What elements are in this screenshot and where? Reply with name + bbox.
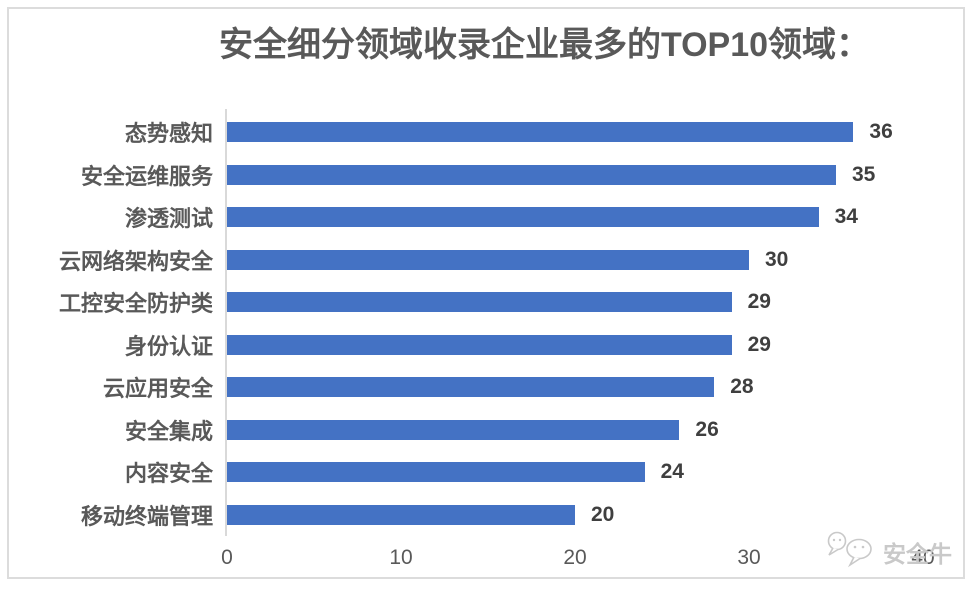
category-label: 移动终端管理 (80, 503, 213, 529)
bar (227, 419, 680, 440)
bar-row: 安全运维服务 35 (0, 154, 979, 197)
category-label: 云应用安全 (102, 376, 213, 402)
bar (227, 249, 749, 270)
category-label: 态势感知 (124, 121, 213, 147)
bar-row: 态势感知 36 (0, 111, 979, 154)
bar-row: 云网络架构安全 30 (0, 239, 979, 282)
value-label: 35 (852, 162, 876, 186)
value-label: 26 (695, 417, 719, 441)
chart-title: 安全细分领域收录企业最多的TOP10领域： (218, 26, 871, 64)
y-axis-line (225, 109, 227, 536)
category-label: 安全运维服务 (80, 163, 213, 189)
bar (227, 462, 645, 483)
x-tick: 40 (911, 546, 935, 569)
category-label: 云网络架构安全 (58, 248, 213, 274)
bar (227, 504, 575, 525)
watermark: 安全牛 (824, 530, 952, 573)
value-label: 28 (730, 375, 754, 399)
category-label: 安全集成 (124, 418, 213, 444)
value-label: 34 (834, 205, 858, 229)
bar (227, 164, 836, 185)
value-label: 36 (869, 120, 893, 144)
bar-row: 云应用安全 28 (0, 366, 979, 409)
watermark-text: 安全牛 (883, 540, 952, 567)
value-label: 24 (660, 460, 684, 484)
bar (227, 334, 732, 355)
bar-row: 工控安全防护类 29 (0, 281, 979, 324)
value-label: 29 (747, 290, 771, 314)
value-label: 29 (747, 332, 771, 356)
bar (227, 207, 819, 228)
x-tick: 30 (737, 546, 761, 569)
value-label: 20 (591, 502, 615, 526)
bar-row: 安全集成 26 (0, 409, 979, 452)
x-tick: 10 (389, 546, 413, 569)
bar-row: 渗透测试 34 (0, 196, 979, 239)
bar (227, 377, 715, 398)
bar (227, 122, 854, 143)
bar-row: 内容安全 24 (0, 451, 979, 494)
bar-row: 移动终端管理 20 (0, 494, 979, 537)
plot-area: 态势感知 36 安全运维服务 35 渗透测试 34 云网络架构安全 30 工控安… (0, 111, 979, 536)
bar (227, 292, 732, 313)
category-label: 身份认证 (124, 333, 213, 359)
bar-row: 身份认证 29 (0, 324, 979, 367)
category-label: 渗透测试 (124, 206, 213, 232)
category-label: 内容安全 (124, 461, 213, 487)
chat-bubbles-icon (824, 530, 878, 573)
value-label: 30 (765, 247, 789, 271)
category-label: 工控安全防护类 (58, 291, 213, 317)
x-tick: 0 (221, 546, 233, 569)
x-tick: 20 (563, 546, 587, 569)
